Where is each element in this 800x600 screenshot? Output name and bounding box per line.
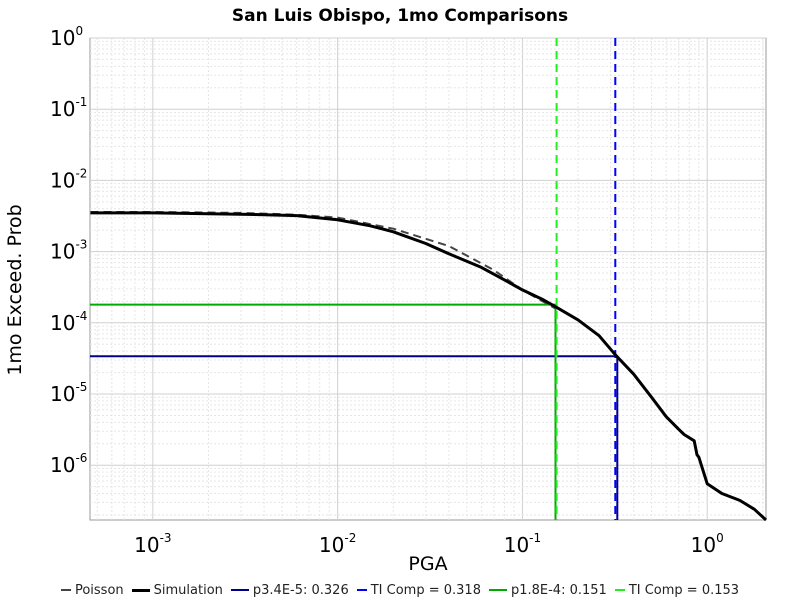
y-tick-label: 100 — [50, 24, 83, 50]
legend-swatch — [356, 589, 367, 591]
x-tick-label: 10-1 — [504, 531, 541, 557]
legend-label: p3.4E-5: 0.326 — [252, 582, 349, 598]
legend-label: Poisson — [74, 582, 124, 598]
y-tick-label: 10-3 — [50, 238, 87, 264]
x-tick-label: 10-2 — [319, 531, 356, 557]
legend-swatch — [230, 589, 249, 591]
legend-item: TI Comp = 0.318 — [356, 582, 481, 598]
legend-item: Simulation — [131, 582, 223, 598]
legend-label: Simulation — [153, 582, 223, 598]
y-tick-label: 10-2 — [50, 166, 87, 192]
chart-title: San Luis Obispo, 1mo Comparisons — [232, 6, 568, 26]
legend-swatch — [488, 589, 507, 591]
legend-item: Poisson — [60, 582, 124, 598]
x-tick-label: 10-3 — [134, 531, 171, 557]
series-line — [90, 211, 768, 522]
y-tick-label: 10-5 — [50, 380, 87, 406]
legend-item: p3.4E-5: 0.326 — [230, 582, 349, 598]
x-axis-ticks: 10-3 10-2 10-1 100 — [134, 531, 724, 557]
legend-label: TI Comp = 0.318 — [370, 582, 481, 598]
legend-swatch — [60, 589, 71, 591]
legend: Poisson Simulation p3.4E-5: 0.326 TI Comp =… — [0, 580, 800, 600]
series-line — [90, 303, 557, 520]
x-axis-label: PGA — [408, 553, 447, 575]
y-tick-label: 10-6 — [50, 451, 87, 477]
plot-area — [89, 37, 767, 521]
x-tick-label: 100 — [691, 531, 724, 557]
legend-item: p1.8E-4: 0.151 — [488, 582, 607, 598]
grid — [90, 37, 766, 520]
y-tick-label: 10-1 — [50, 95, 87, 121]
series-group — [90, 38, 768, 522]
legend-label: p1.8E-4: 0.151 — [510, 582, 607, 598]
legend-swatch — [131, 588, 150, 592]
y-axis-label: 1mo Exceed. Prob — [4, 204, 26, 375]
y-axis-ticks: 100 10-1 10-2 10-3 10-4 10-5 10-6 — [50, 24, 87, 477]
y-tick-label: 10-4 — [50, 309, 87, 335]
legend-label: TI Comp = 0.153 — [628, 582, 740, 598]
legend-swatch — [614, 589, 625, 591]
legend-item: TI Comp = 0.153 — [614, 582, 740, 598]
